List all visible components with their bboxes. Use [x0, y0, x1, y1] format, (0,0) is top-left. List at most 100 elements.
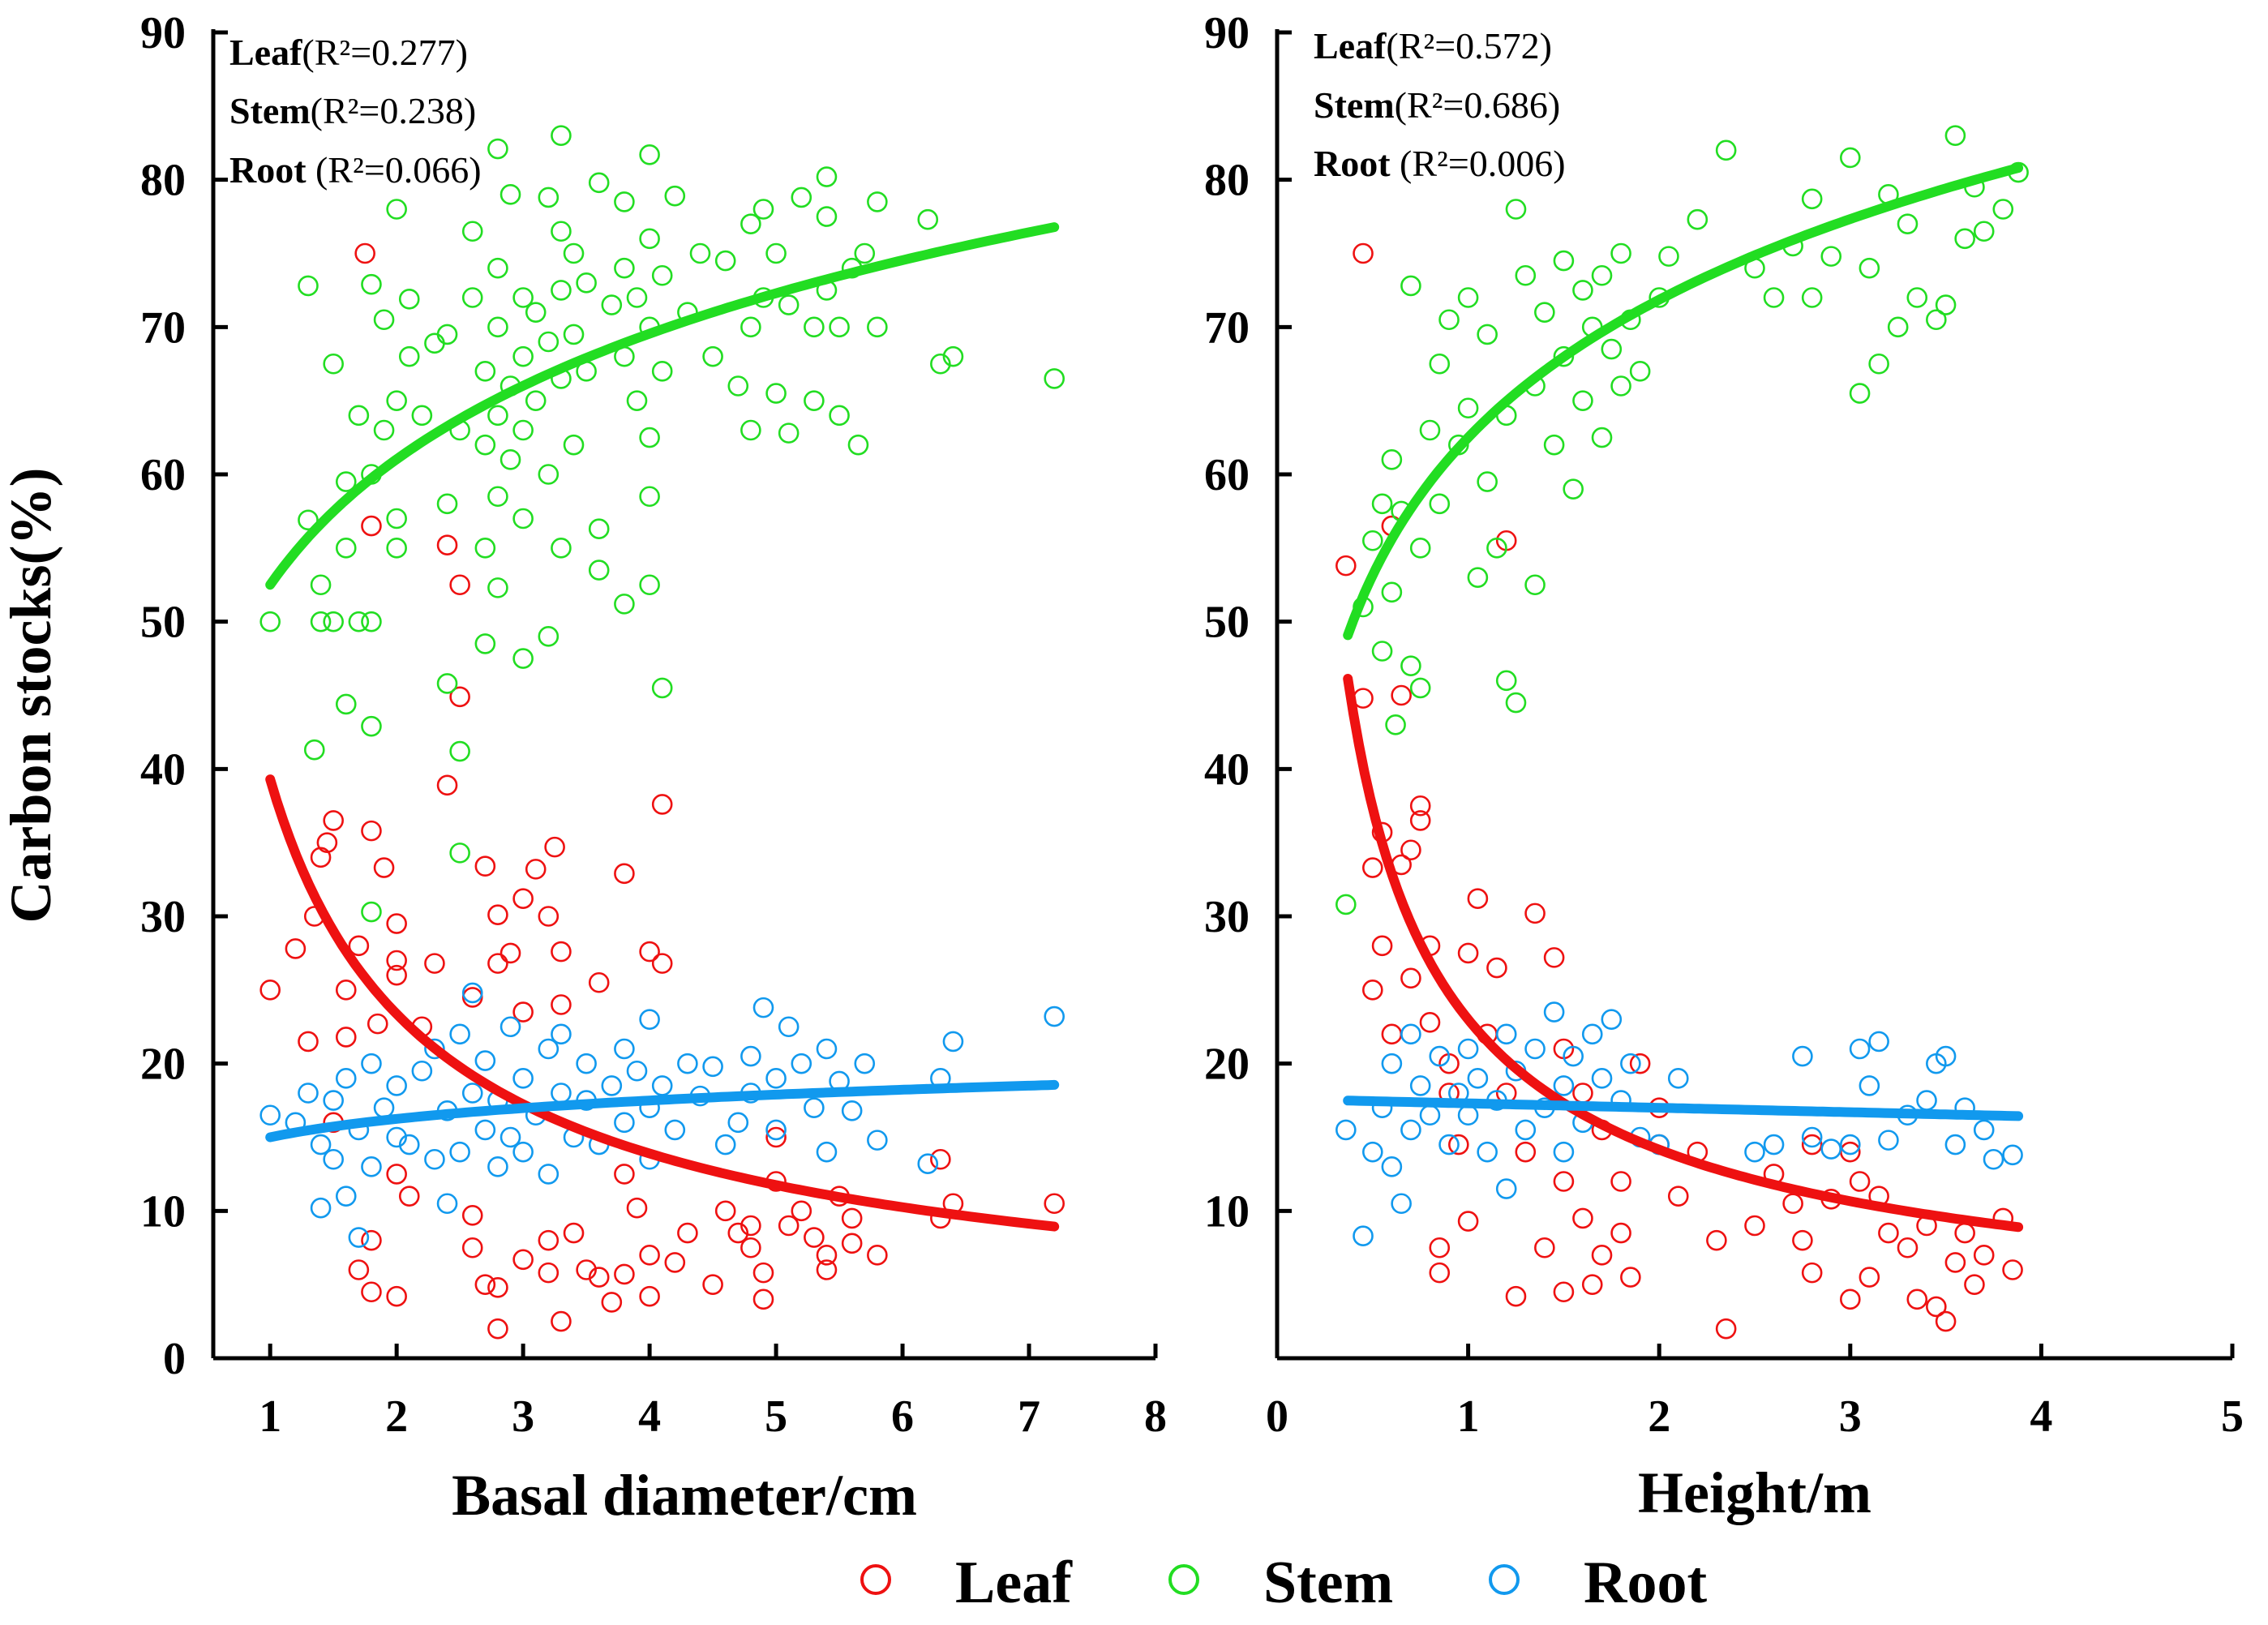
data-point	[1935, 1045, 1957, 1067]
data-point	[1336, 894, 1357, 915]
data-point	[499, 942, 521, 964]
data-point	[867, 191, 888, 212]
data-point	[373, 1097, 395, 1118]
data-point	[525, 390, 547, 411]
data-point	[1448, 1134, 1469, 1156]
data-point	[1935, 294, 1957, 315]
data-point	[614, 1038, 635, 1060]
data-point	[930, 353, 951, 375]
data-point	[626, 287, 648, 308]
data-point	[386, 199, 407, 220]
data-point	[361, 611, 382, 632]
data-point	[765, 242, 787, 264]
data-point	[639, 1285, 660, 1307]
data-point	[651, 361, 673, 382]
data-point	[499, 449, 521, 470]
x-tick-label: 0	[1266, 1391, 1288, 1442]
y-tick-label: 70	[1204, 302, 1250, 353]
data-point	[1973, 1119, 1995, 1141]
data-point	[626, 1197, 648, 1219]
data-point	[1534, 302, 1555, 323]
y-tick-label: 70	[140, 302, 186, 353]
data-point	[436, 493, 458, 515]
y-tick-label: 90	[140, 8, 186, 58]
data-point	[563, 324, 585, 345]
data-point	[354, 242, 375, 264]
data-point	[1667, 1186, 1689, 1207]
data-point	[525, 302, 547, 323]
series-leaf-points	[1336, 242, 2023, 1340]
data-point	[461, 1237, 483, 1258]
y-tick-label: 10	[140, 1186, 186, 1237]
data-point	[1992, 199, 2014, 220]
data-point	[1792, 1229, 1813, 1251]
data-point	[361, 1053, 382, 1074]
data-point	[449, 740, 470, 762]
data-point	[1419, 1012, 1441, 1033]
data-point	[1610, 242, 1631, 264]
data-point	[1840, 1288, 1861, 1310]
series-root-points	[259, 982, 1065, 1248]
data-point	[1667, 1068, 1689, 1089]
data-point	[538, 1229, 559, 1251]
data-point	[1438, 309, 1460, 331]
data-point	[461, 987, 483, 1008]
data-point	[461, 1083, 483, 1104]
data-point	[639, 228, 660, 250]
r2-annotation-stem: Stem(R²=0.686)	[1314, 84, 1560, 126]
data-point	[310, 1197, 332, 1219]
data-point	[740, 316, 761, 338]
data-point	[449, 574, 470, 596]
data-point	[1438, 1134, 1460, 1156]
data-point	[487, 953, 508, 974]
data-point	[1859, 1075, 1880, 1096]
data-point	[639, 1009, 660, 1030]
data-point	[551, 538, 572, 559]
data-point	[1409, 1075, 1431, 1096]
data-point	[1553, 345, 1575, 367]
data-point	[367, 1013, 388, 1035]
y-tick-label: 80	[140, 156, 186, 206]
y-tick-label: 80	[1204, 156, 1250, 206]
data-point	[487, 138, 508, 160]
data-point	[1515, 264, 1537, 286]
data-point	[1983, 1148, 2004, 1170]
data-point	[386, 508, 407, 530]
data-point	[1954, 1222, 1975, 1244]
data-point	[1687, 208, 1709, 230]
legend-label: Stem	[1263, 1550, 1393, 1616]
data-point	[551, 994, 572, 1015]
left-panel-basal-diameter: 0 10 20 30 40 50 60 70 80 90 1 2 3 4 5 6 7 8 Basal diamete…	[0, 8, 1167, 1528]
data-point	[1620, 1053, 1641, 1074]
data-point	[538, 1164, 559, 1185]
x-tick-label: 5	[765, 1391, 787, 1442]
data-point	[752, 1288, 774, 1310]
data-point	[1543, 434, 1565, 456]
data-point	[752, 997, 774, 1018]
data-point	[702, 1274, 723, 1295]
data-point	[449, 843, 470, 864]
data-point	[259, 1104, 281, 1126]
data-point	[1400, 839, 1421, 861]
data-point	[1457, 942, 1479, 964]
r2-annotation-root: Root (R²=0.006)	[1314, 143, 1566, 184]
data-point	[1486, 538, 1507, 559]
data-point	[1591, 1068, 1613, 1089]
data-point	[1581, 1274, 1603, 1295]
data-point	[1457, 1104, 1479, 1126]
data-point	[1820, 246, 1842, 267]
data-point	[1515, 1119, 1537, 1141]
data-point	[424, 1148, 445, 1170]
data-point	[614, 594, 635, 615]
data-point	[487, 904, 508, 925]
data-point	[1591, 1245, 1613, 1266]
data-point	[752, 199, 774, 220]
data-point	[614, 191, 635, 212]
r2-annotation-leaf: Leaf(R²=0.277)	[229, 32, 468, 73]
data-point	[867, 1130, 888, 1151]
data-point	[411, 1060, 433, 1082]
data-point	[1859, 257, 1880, 279]
data-point	[1973, 1245, 1995, 1266]
data-point	[487, 1318, 508, 1340]
